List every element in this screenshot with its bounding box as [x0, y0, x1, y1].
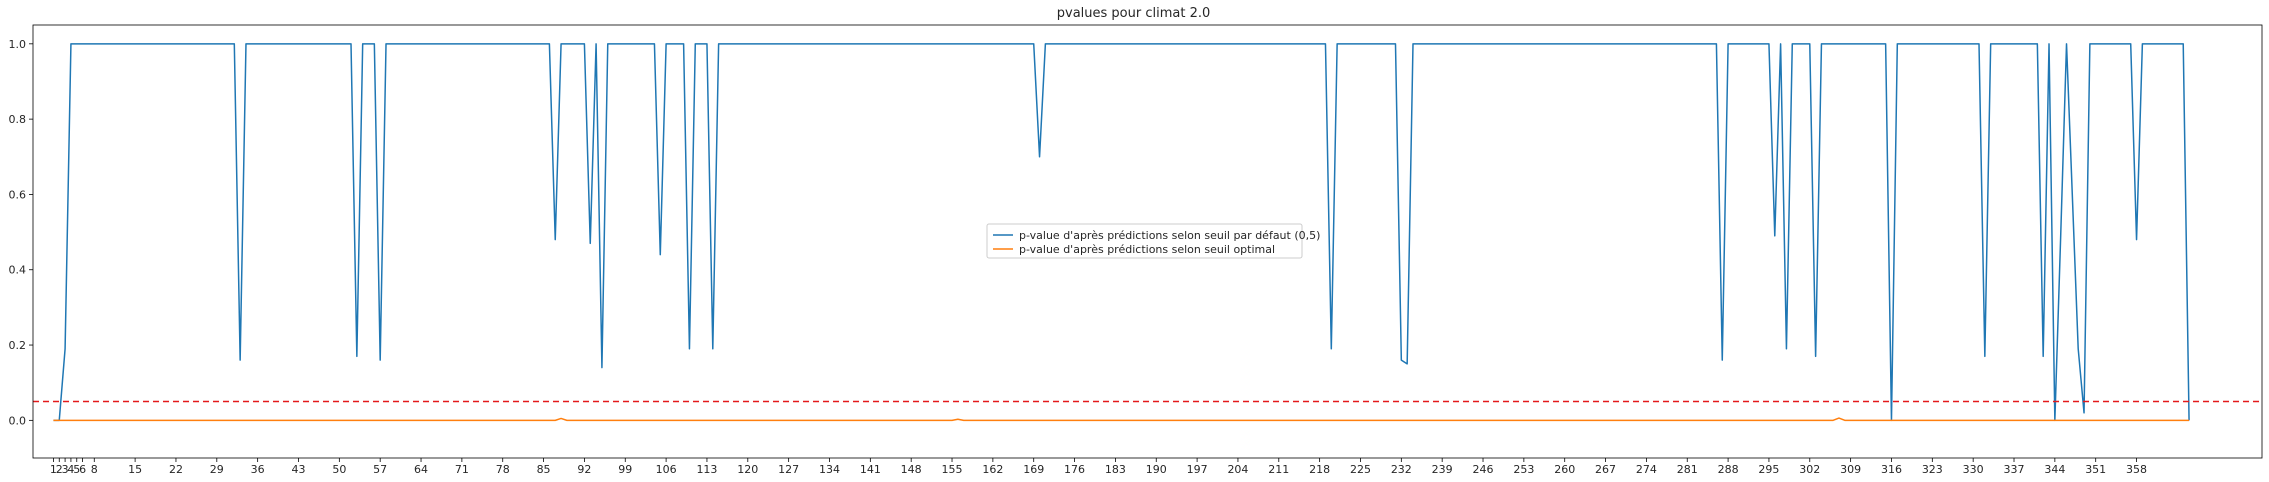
- x-tick-label: 113: [696, 463, 717, 476]
- x-tick-label: 351: [2085, 463, 2106, 476]
- x-tick-label: 190: [1146, 463, 1167, 476]
- x-tick-label: 8: [91, 463, 98, 476]
- plot-frame: [32, 24, 2263, 459]
- x-tick-label: 106: [656, 463, 677, 476]
- x-tick-label: 57: [373, 463, 387, 476]
- x-tick-label: 162: [982, 463, 1003, 476]
- x-tick-label: 225: [1350, 463, 1371, 476]
- x-tick-label: 3: [62, 463, 69, 476]
- x-tick-label: 197: [1187, 463, 1208, 476]
- x-tick-label: 344: [2044, 463, 2065, 476]
- x-tick-label: 295: [1758, 463, 1779, 476]
- x-tick-label: 71: [455, 463, 469, 476]
- plot-area: [33, 43, 2262, 422]
- x-tick-label: 148: [901, 463, 922, 476]
- x-tick-label: 218: [1309, 463, 1330, 476]
- x-tick-label: 2: [56, 463, 63, 476]
- x-tick-label: 260: [1554, 463, 1575, 476]
- chart-title: pvalues pour climat 2.0: [1057, 6, 1211, 21]
- legend-label-1: p-value d'après prédictions selon seuil …: [1019, 229, 1320, 242]
- x-tick-label: 127: [778, 463, 799, 476]
- x-tick-label: 92: [577, 463, 591, 476]
- x-tick-label: 120: [737, 463, 758, 476]
- x-tick-label: 309: [1840, 463, 1861, 476]
- legend-box: [986, 223, 1303, 259]
- x-tick-label: 253: [1513, 463, 1534, 476]
- x-tick-label: 1: [50, 463, 57, 476]
- series-line-2: [53, 417, 2190, 422]
- x-tick-label: 211: [1268, 463, 1289, 476]
- x-tick-label: 316: [1881, 463, 1902, 476]
- x-tick-label: 15: [128, 463, 142, 476]
- series-line-1: [53, 43, 2190, 422]
- x-tick-label: 183: [1105, 463, 1126, 476]
- x-tick-label: 78: [496, 463, 510, 476]
- x-tick-label: 288: [1718, 463, 1739, 476]
- x-tick-label: 232: [1391, 463, 1412, 476]
- x-tick-label: 43: [291, 463, 305, 476]
- x-tick-label: 6: [79, 463, 86, 476]
- x-tick-label: 134: [819, 463, 840, 476]
- legend: p-value d'après prédictions selon seuil …: [986, 223, 1320, 259]
- x-tick-label: 50: [332, 463, 346, 476]
- x-tick-label: 204: [1227, 463, 1248, 476]
- x-tick-label: 5: [73, 463, 80, 476]
- x-tick-label: 85: [537, 463, 551, 476]
- y-tick-label: 0.8: [9, 113, 27, 126]
- x-tick-label: 274: [1636, 463, 1657, 476]
- x-tick-label: 155: [942, 463, 963, 476]
- y-tick-label: 0.4: [9, 264, 27, 277]
- x-tick-label: 337: [2004, 463, 2025, 476]
- x-tick-label: 281: [1677, 463, 1698, 476]
- legend-label-2: p-value d'après prédictions selon seuil …: [1019, 243, 1275, 256]
- x-tick-label: 64: [414, 463, 428, 476]
- x-tick-label: 22: [169, 463, 183, 476]
- x-tick-label: 239: [1432, 463, 1453, 476]
- y-tick-label: 0.6: [9, 188, 27, 201]
- x-tick-label: 246: [1473, 463, 1494, 476]
- x-tick-label: 169: [1023, 463, 1044, 476]
- x-tick-label: 330: [1963, 463, 1984, 476]
- x-tick-label: 141: [860, 463, 881, 476]
- x-tick-label: 4: [67, 463, 74, 476]
- x-tick-label: 29: [210, 463, 224, 476]
- x-tick-label: 99: [618, 463, 632, 476]
- x-tick-label: 358: [2126, 463, 2147, 476]
- x-tick-label: 36: [251, 463, 265, 476]
- y-tick-label: 0.2: [9, 339, 27, 352]
- x-tick-label: 323: [1922, 463, 1943, 476]
- y-tick-label: 0.0: [9, 414, 27, 427]
- x-tick-label: 302: [1799, 463, 1820, 476]
- y-tick-label: 1.0: [9, 38, 27, 51]
- x-tick-label: 176: [1064, 463, 1085, 476]
- x-tick-label: 267: [1595, 463, 1616, 476]
